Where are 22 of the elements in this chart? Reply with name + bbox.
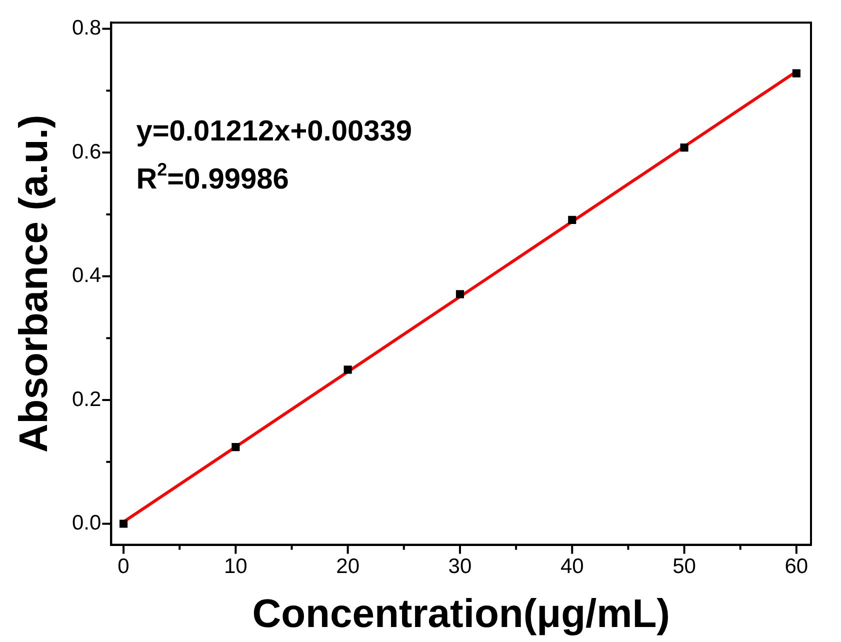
y-tick-label: 0.8 (72, 16, 102, 40)
x-tick-label: 30 (448, 555, 472, 578)
x-tick-label: 40 (560, 555, 584, 578)
x-tick-label: 0 (118, 555, 130, 578)
y-tick-label: 0.0 (72, 512, 102, 535)
annotation: y=0.01212x+0.00339 (136, 116, 412, 148)
point (344, 366, 352, 374)
y-axis-title: Absorbance (a.u.) (12, 114, 56, 453)
x-tick-label: 20 (336, 555, 360, 578)
x-tick-label: 50 (672, 555, 696, 578)
point (456, 290, 464, 298)
point (680, 144, 688, 152)
point (119, 520, 128, 528)
point (792, 69, 800, 78)
x-axis-title: Concentration(μg/mL) (252, 592, 670, 636)
y-tick-label: 0.4 (72, 264, 102, 288)
point (232, 443, 240, 452)
y-tick-label: 0.6 (72, 140, 102, 164)
x-tick-label: 60 (784, 555, 808, 578)
point (568, 216, 576, 224)
x-tick-label: 10 (224, 555, 248, 578)
y-tick-label: 0.2 (72, 388, 102, 411)
